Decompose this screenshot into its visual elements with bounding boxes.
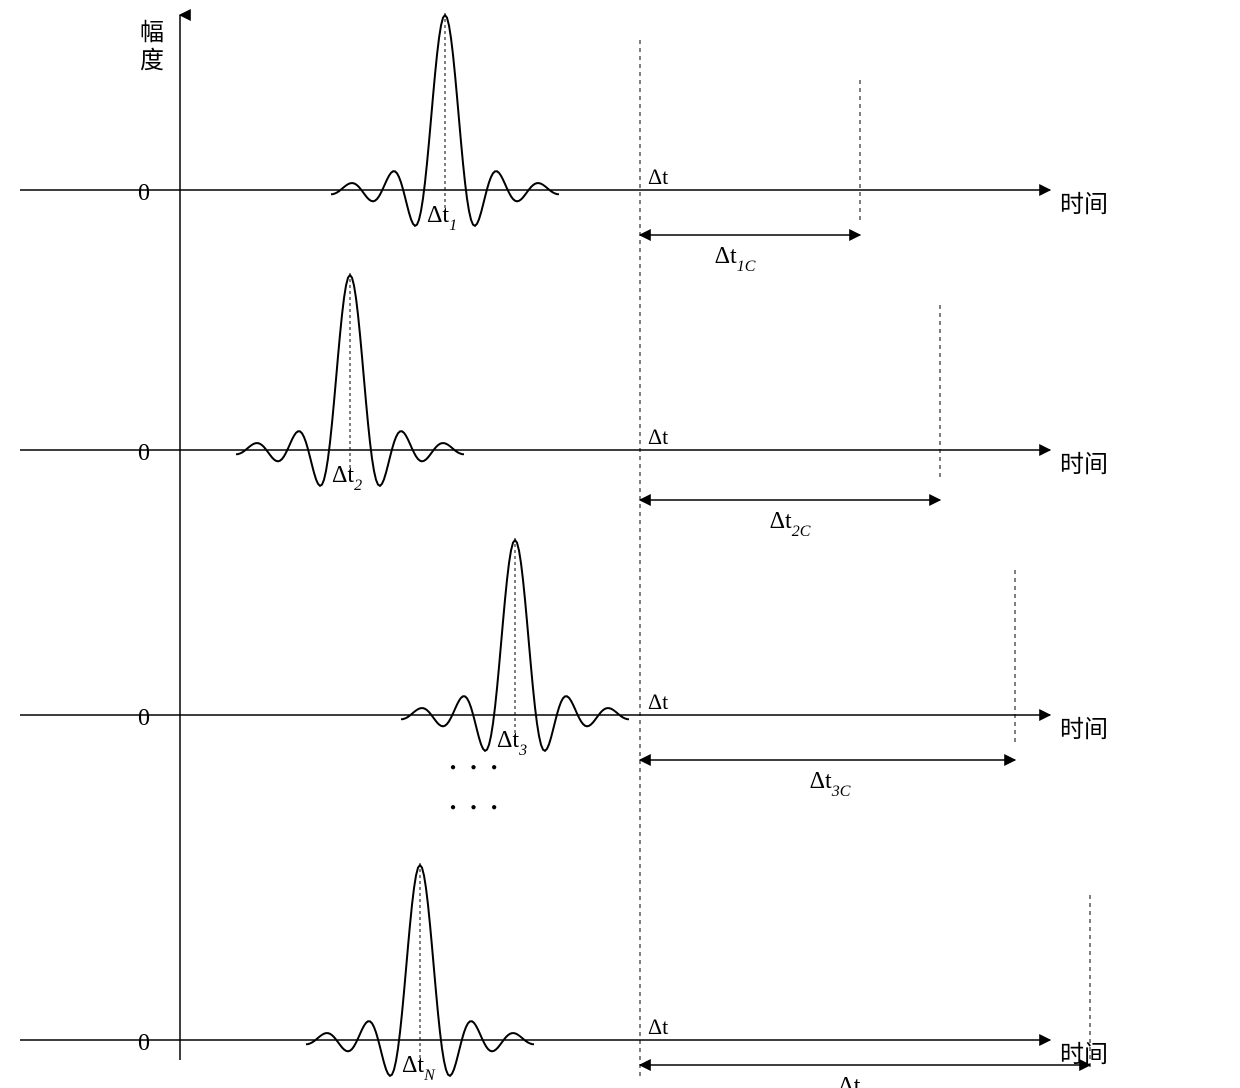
delta-t-label: Δt — [648, 1014, 668, 1039]
x-axis-label: 时间 — [1060, 716, 1108, 743]
origin-label: 0 — [138, 440, 150, 466]
ellipsis: ● ● ● — [450, 762, 503, 773]
delta-t-label: Δt — [648, 689, 668, 714]
ellipsis: ● ● ● — [450, 802, 503, 813]
origin-label: 0 — [138, 705, 150, 731]
x-axis-label: 时间 — [1060, 191, 1108, 218]
x-axis-label: 时间 — [1060, 1041, 1108, 1068]
signal-diagram: 幅度0时间ΔtΔt1Δt1C0时间ΔtΔt2Δt2C0时间ΔtΔt3Δt3C0时… — [0, 0, 1240, 1088]
origin-label: 0 — [138, 180, 150, 206]
delta-t-label: Δt — [648, 424, 668, 449]
x-axis-label: 时间 — [1060, 451, 1108, 478]
origin-label: 0 — [138, 1030, 150, 1056]
delta-t-label: Δt — [648, 164, 668, 189]
